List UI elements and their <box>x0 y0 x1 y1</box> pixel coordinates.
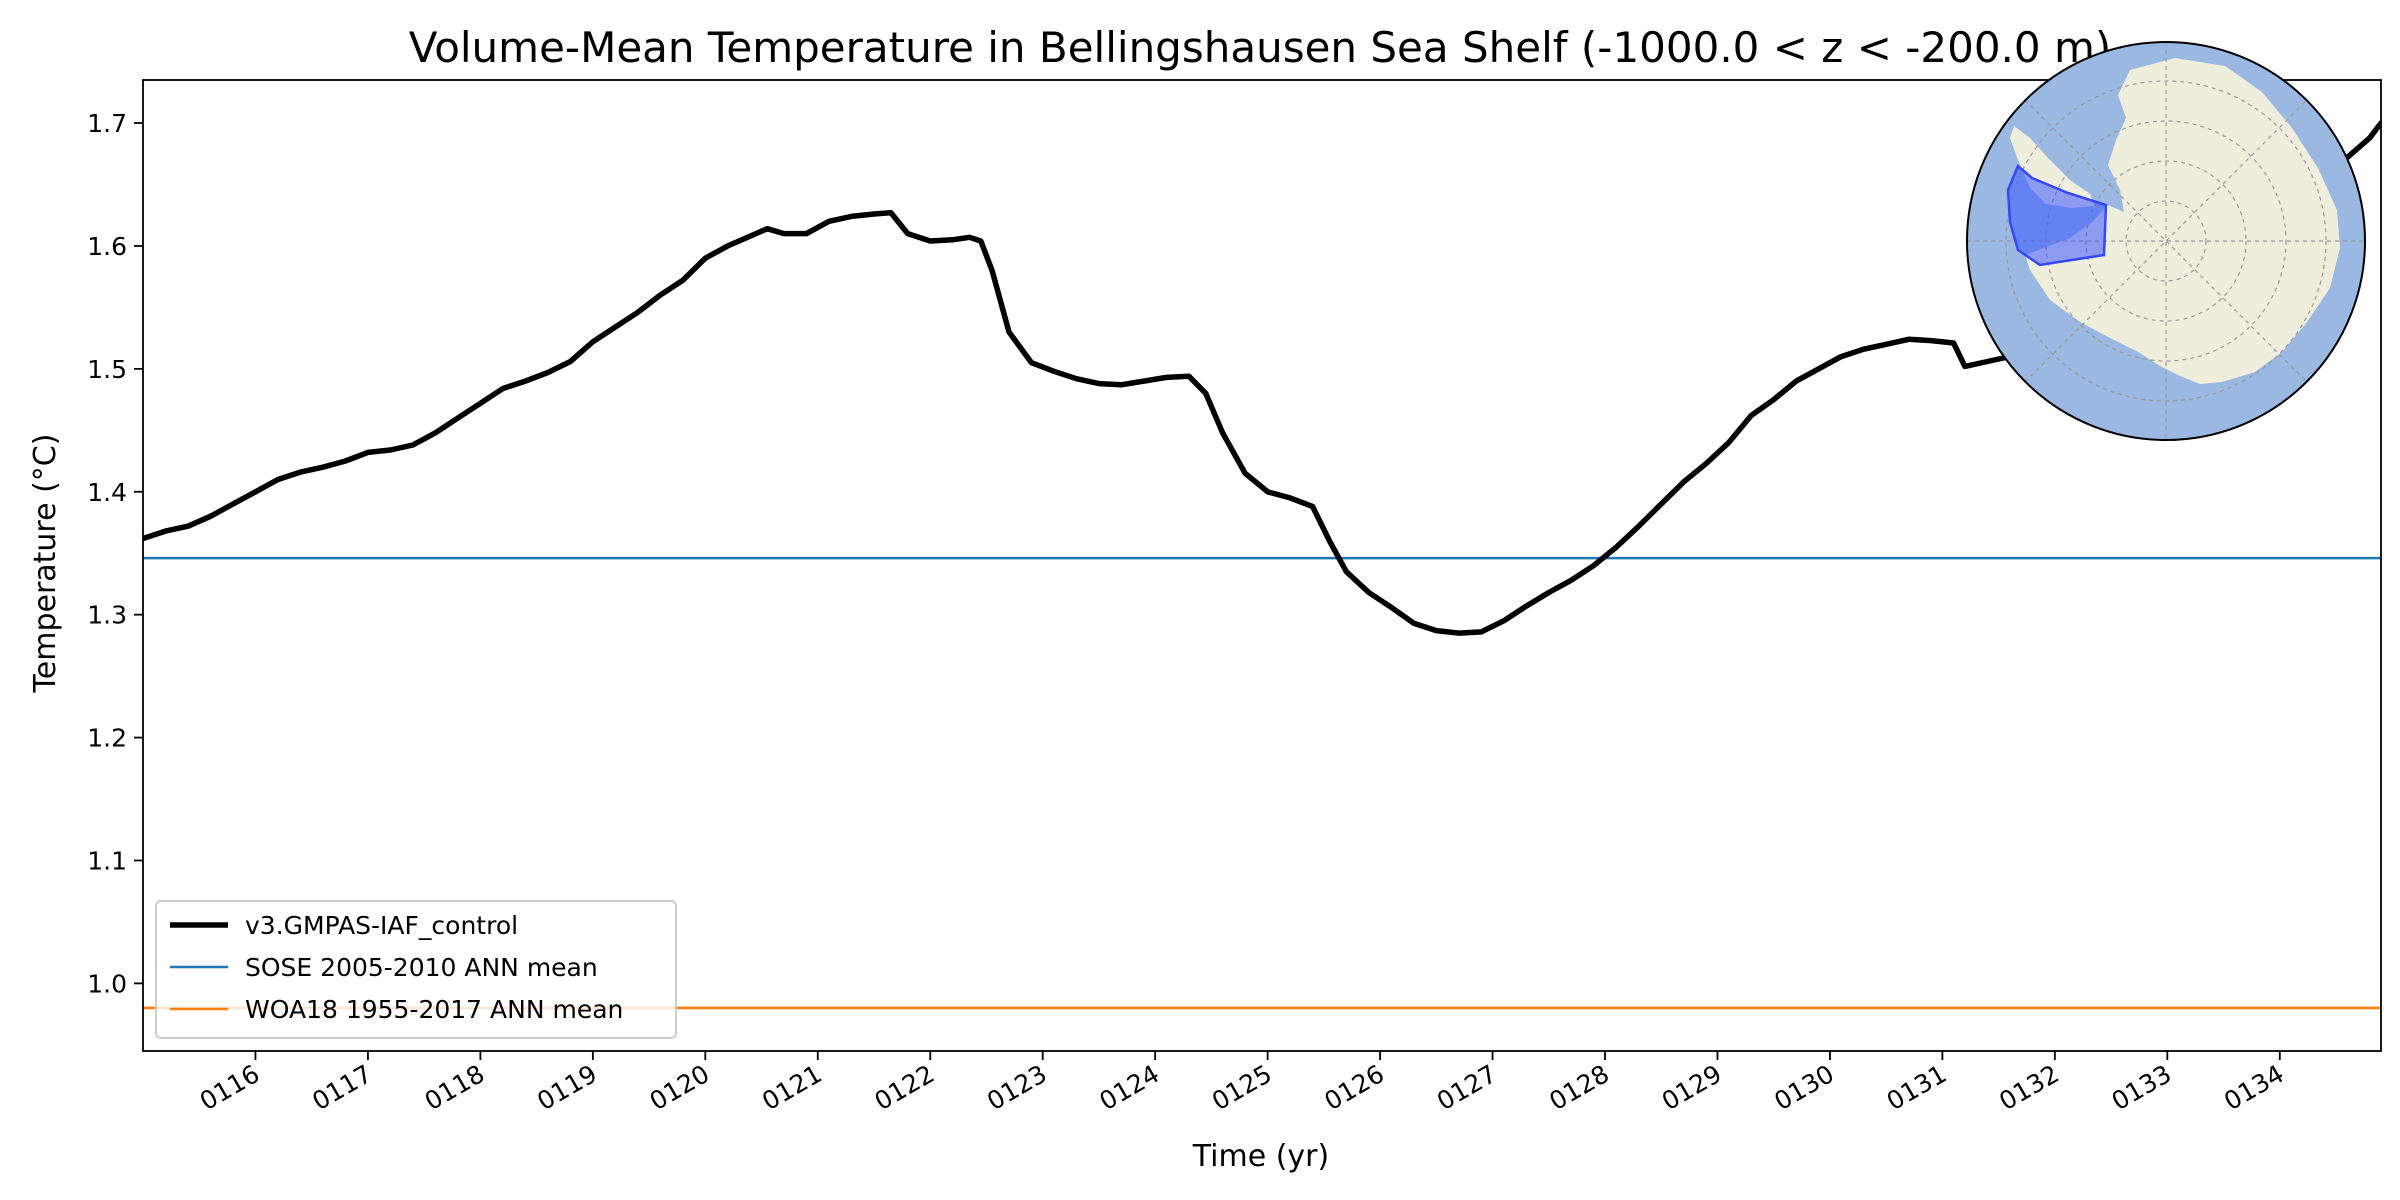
x-tick-label-12: 0128 <box>1544 1059 1614 1116</box>
x-tick-label-10: 0126 <box>1319 1059 1389 1116</box>
y-tick-label-2: 1.2 <box>87 724 127 753</box>
x-tick-label-5: 0121 <box>757 1059 827 1116</box>
x-tick-label-11: 0127 <box>1432 1059 1502 1116</box>
x-tick-label-9: 0125 <box>1207 1059 1277 1116</box>
x-tick-label-1: 0117 <box>307 1059 377 1116</box>
series-line-0 <box>143 120 2381 636</box>
y-tick-label-6: 1.6 <box>87 232 127 261</box>
inset-outline <box>1966 41 2366 441</box>
y-tick-label-7: 1.7 <box>87 109 127 138</box>
x-tick-label-3: 0119 <box>532 1059 602 1116</box>
plot-frame <box>142 79 2382 1052</box>
inset-region-polygon <box>2006 163 2108 267</box>
x-axis: 0116 0117 0118 0119 0120 0121 0122 0123 0124 0125… <box>195 1051 2289 1116</box>
legend-label-0: v3.GMPAS-IAF_control <box>245 911 518 940</box>
y-tick-label-0: 1.0 <box>87 969 127 998</box>
y-axis: 1.0 1.1 1.2 1.3 1.4 1.5 1.6 1.7 <box>87 109 143 998</box>
x-tick-label-8: 0124 <box>1095 1059 1165 1116</box>
antarctica-polar-map-icon <box>1966 41 2366 441</box>
legend-label-2: WOA18 1955-2017 ANN mean <box>245 995 623 1024</box>
x-tick-label-2: 0118 <box>420 1059 490 1116</box>
y-tick-label-1: 1.1 <box>87 846 127 875</box>
x-tick-label-6: 0122 <box>870 1059 940 1116</box>
x-tick-label-18: 0134 <box>2219 1059 2289 1116</box>
x-tick-label-0: 0116 <box>195 1059 265 1116</box>
y-tick-label-4: 1.4 <box>87 478 127 507</box>
inset-antarctica-land <box>2025 58 2340 384</box>
x-tick-label-14: 0130 <box>1769 1059 1839 1116</box>
y-tick-label-5: 1.5 <box>87 355 127 384</box>
y-axis-label: Temperature (°C) <box>28 434 63 694</box>
x-tick-label-4: 0120 <box>645 1059 715 1116</box>
legend-label-1: SOSE 2005-2010 ANN mean <box>245 953 598 982</box>
legend: v3.GMPAS-IAF_control SOSE 2005-2010 ANN m… <box>155 900 677 1039</box>
x-tick-label-7: 0123 <box>982 1059 1052 1116</box>
x-tick-label-16: 0132 <box>1994 1059 2064 1116</box>
x-tick-label-17: 0133 <box>2107 1059 2177 1116</box>
legend-box <box>155 900 677 1039</box>
y-tick-label-3: 1.3 <box>87 601 127 630</box>
x-axis-label: Time (yr) <box>1192 1139 1329 1174</box>
x-tick-label-15: 0131 <box>1882 1059 1952 1116</box>
chart-title: Volume-Mean Temperature in Bellingshause… <box>409 23 2112 72</box>
x-tick-label-13: 0129 <box>1657 1059 1727 1116</box>
